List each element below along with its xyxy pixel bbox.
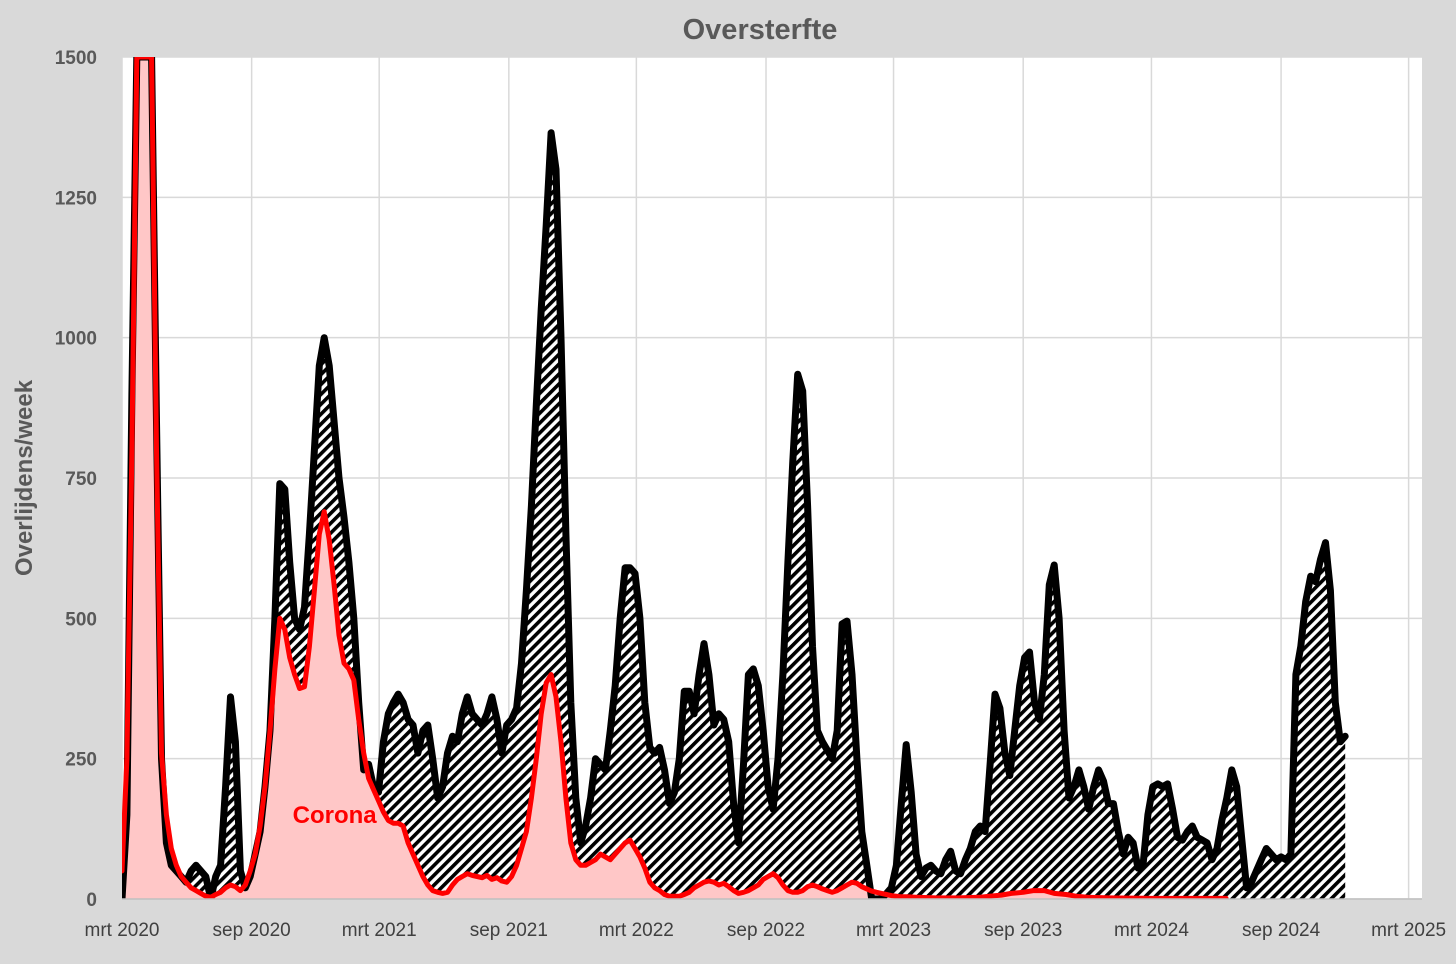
series-layer [122, 57, 1349, 899]
excess-deaths-line [122, 57, 1349, 899]
x-tick-label: sep 2022 [727, 920, 805, 941]
y-tick-label: 1250 [55, 188, 97, 209]
y-tick-label: 750 [65, 469, 97, 490]
x-tick-label: sep 2024 [1242, 920, 1321, 941]
chart-title: Oversterfte [682, 14, 838, 46]
x-tick-label: mrt 2025 [1371, 920, 1446, 941]
x-tick-label: sep 2021 [470, 920, 548, 941]
x-tick-label: sep 2020 [213, 920, 291, 941]
x-tick-label: mrt 2023 [856, 920, 931, 941]
x-tick-label: mrt 2022 [599, 920, 674, 941]
corona-label: Corona [293, 802, 378, 829]
axes: 0 250 500 750 1000 1250 1500 mrt 2020 sep 2020 mr… [55, 48, 1446, 941]
y-tick-label: 250 [65, 750, 97, 771]
y-tick-label: 1000 [55, 329, 97, 350]
y-tick-label: 500 [65, 609, 97, 630]
corona-deaths-line [122, 57, 1229, 899]
y-tick-label: 1500 [55, 48, 97, 69]
x-tick-label: sep 2023 [984, 920, 1062, 941]
y-tick-label: 0 [86, 890, 97, 911]
x-tick-label: mrt 2021 [342, 920, 417, 941]
x-tick-label: mrt 2024 [1114, 920, 1189, 941]
x-tick-label: mrt 2020 [85, 920, 160, 941]
